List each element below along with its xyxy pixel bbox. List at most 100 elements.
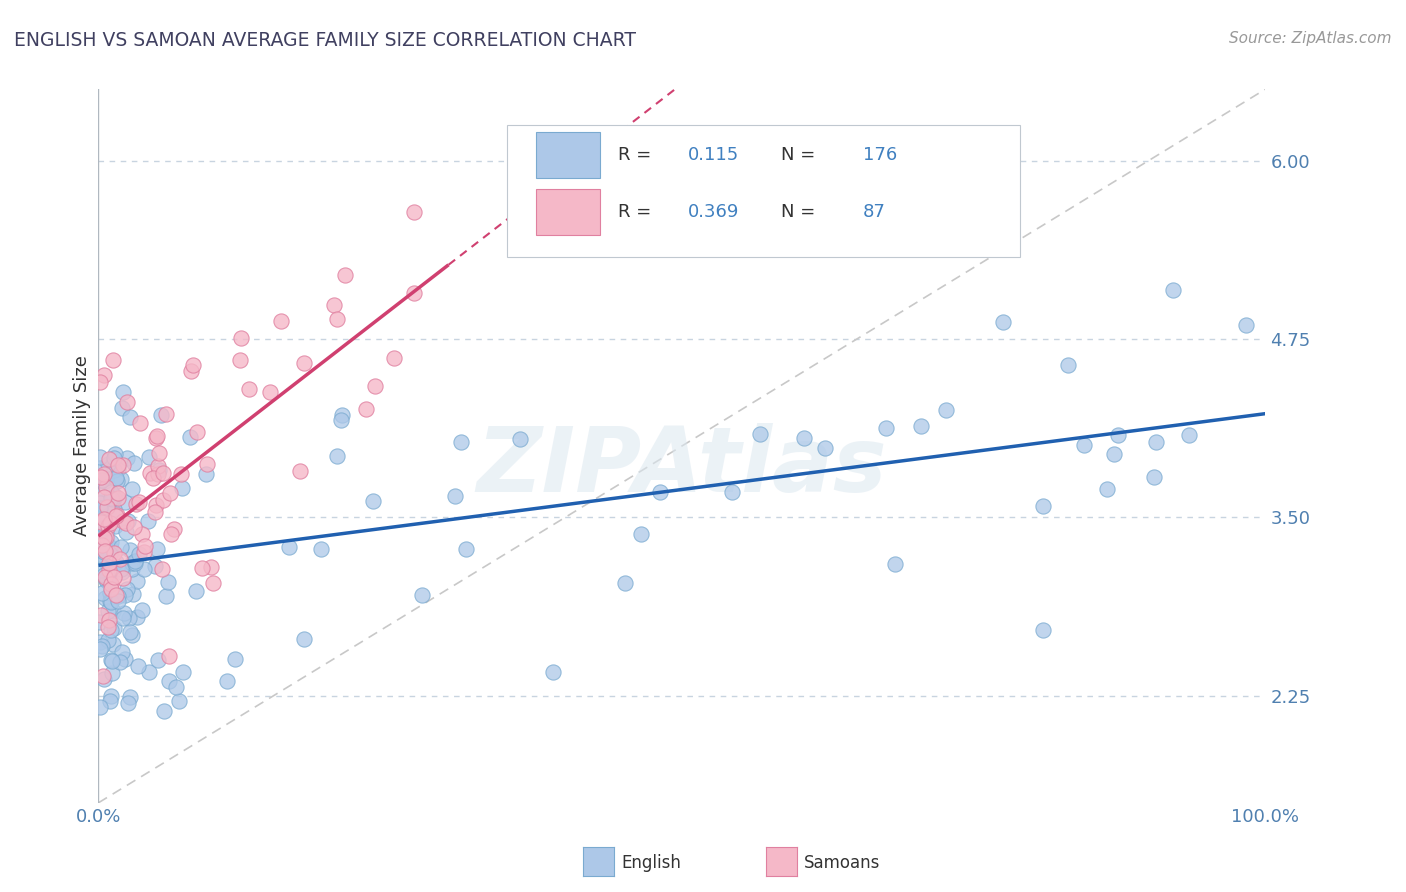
Point <box>89 634 111 648</box>
Point <box>131 603 153 617</box>
Text: ENGLISH VS SAMOAN AVERAGE FAMILY SIZE CORRELATION CHART: ENGLISH VS SAMOAN AVERAGE FAMILY SIZE CO… <box>14 31 636 50</box>
Point <box>125 609 148 624</box>
Point <box>121 561 143 575</box>
Point <box>259 385 281 400</box>
Point <box>89 496 111 510</box>
Point <box>90 639 112 653</box>
Point <box>793 431 815 445</box>
Point <box>91 586 114 600</box>
Point <box>97 604 120 618</box>
Point <box>90 516 112 530</box>
Point <box>98 576 121 591</box>
Point <box>115 451 138 466</box>
Point <box>1234 318 1257 332</box>
Point <box>111 514 134 528</box>
Point <box>150 562 173 576</box>
Point <box>93 549 115 563</box>
Point <box>127 574 149 588</box>
Point <box>112 606 135 620</box>
Point <box>145 431 167 445</box>
Point <box>224 652 246 666</box>
Point <box>356 402 378 417</box>
Point <box>121 628 143 642</box>
Point <box>382 351 405 366</box>
Point <box>103 501 125 516</box>
Point <box>112 571 135 585</box>
Point <box>94 570 117 584</box>
Point <box>103 546 125 560</box>
Point <box>121 556 143 570</box>
Point <box>1032 499 1054 513</box>
Point <box>748 426 770 441</box>
Point <box>100 577 122 591</box>
Point <box>238 383 260 397</box>
Point <box>97 563 120 577</box>
Point <box>111 566 134 580</box>
Point <box>97 633 120 648</box>
Point <box>1073 438 1095 452</box>
Text: R =: R = <box>617 203 657 221</box>
Point <box>101 654 124 668</box>
Point <box>181 359 204 373</box>
Point <box>1095 482 1118 496</box>
Point <box>91 526 114 541</box>
Point <box>96 502 118 516</box>
Point <box>160 526 183 541</box>
Point <box>215 674 238 689</box>
Point <box>134 539 156 553</box>
Point <box>157 674 180 689</box>
Point <box>148 463 170 477</box>
Point <box>991 315 1014 329</box>
Point <box>101 353 124 368</box>
Point <box>157 575 180 590</box>
Point <box>103 450 125 465</box>
Point <box>90 473 112 487</box>
Point <box>98 452 121 467</box>
Point <box>97 505 120 519</box>
Point <box>89 511 111 525</box>
Point <box>98 594 121 608</box>
Point <box>115 395 138 409</box>
Point <box>93 669 115 683</box>
Point <box>108 551 131 566</box>
Point <box>1144 434 1167 449</box>
Text: Samoans: Samoans <box>804 855 880 872</box>
Point <box>94 520 117 534</box>
Point <box>509 432 531 446</box>
Point <box>1161 283 1184 297</box>
Point <box>910 418 932 433</box>
Point <box>1143 469 1166 483</box>
Point <box>90 474 112 488</box>
Point <box>721 484 744 499</box>
Point <box>326 311 349 326</box>
Point <box>103 491 125 505</box>
Point <box>309 542 332 557</box>
Point <box>90 538 112 552</box>
Point <box>93 567 115 582</box>
Point <box>114 495 136 509</box>
Point <box>111 385 134 400</box>
Point <box>155 589 177 603</box>
Point <box>120 690 142 705</box>
Point <box>128 547 150 561</box>
Point <box>118 543 141 558</box>
Point <box>322 298 344 312</box>
Point <box>90 488 112 502</box>
Point <box>114 524 136 539</box>
Point <box>120 624 142 639</box>
Point <box>93 538 115 552</box>
Point <box>190 561 212 575</box>
Point <box>105 471 128 485</box>
Point <box>1177 427 1199 442</box>
Point <box>131 527 153 541</box>
Point <box>292 632 315 646</box>
Point <box>118 611 141 625</box>
Point <box>94 573 117 587</box>
Point <box>121 587 143 601</box>
Point <box>1057 359 1080 373</box>
Point <box>101 636 124 650</box>
Point <box>98 569 121 583</box>
Point <box>875 420 897 434</box>
Point <box>128 417 150 431</box>
Point <box>101 604 124 618</box>
